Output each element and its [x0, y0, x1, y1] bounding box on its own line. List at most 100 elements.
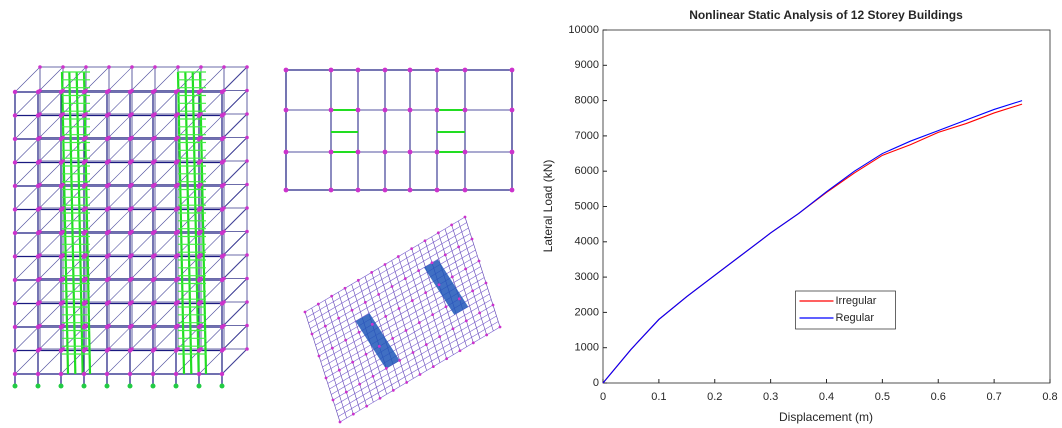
node [130, 182, 134, 187]
y-tick-label: 6000 [575, 165, 599, 177]
node [317, 354, 321, 358]
node [384, 366, 388, 370]
node [397, 307, 401, 310]
node [153, 253, 157, 257]
node [107, 112, 111, 116]
frame-member [14, 231, 41, 257]
frame-member [198, 71, 208, 375]
node [176, 88, 180, 93]
node [81, 383, 87, 389]
node [61, 253, 65, 257]
node [377, 344, 381, 348]
node [371, 374, 375, 378]
node [196, 383, 202, 389]
node [356, 278, 360, 282]
frame-member [129, 90, 156, 116]
node [245, 229, 249, 234]
structural-models [12, 65, 515, 424]
node [382, 149, 388, 155]
node [245, 182, 249, 187]
node [222, 347, 226, 351]
node [222, 253, 226, 257]
frame-member [129, 137, 156, 163]
node [245, 300, 249, 304]
frame-member [184, 71, 193, 375]
node [12, 89, 18, 95]
frame-member [308, 227, 469, 324]
node [38, 112, 42, 116]
frame-member [152, 160, 179, 187]
frame-member [320, 266, 481, 362]
node [130, 159, 134, 163]
x-tick-label: 0.7 [986, 391, 1001, 403]
node [222, 323, 226, 328]
frame-member [68, 71, 77, 375]
node [355, 187, 361, 193]
node [84, 159, 88, 163]
node [324, 376, 328, 380]
node [84, 65, 88, 69]
node [107, 206, 111, 210]
node [199, 229, 203, 234]
node [38, 347, 42, 351]
node [219, 371, 225, 377]
frame-member [315, 249, 476, 346]
node [130, 347, 134, 351]
frame-member [14, 137, 41, 163]
node [222, 182, 226, 187]
node [450, 223, 454, 227]
shear-wall [424, 259, 469, 315]
node [434, 187, 440, 193]
node [344, 390, 348, 394]
node [38, 276, 42, 281]
node [58, 383, 64, 389]
node [107, 88, 111, 93]
x-tick-label: 0.4 [819, 391, 834, 403]
frame-member [37, 278, 64, 304]
x-tick-label: 0.1 [651, 391, 666, 403]
node [12, 324, 18, 330]
node [176, 300, 180, 304]
node [245, 347, 249, 351]
node [477, 259, 481, 263]
frame-member [14, 90, 41, 116]
node [199, 347, 203, 351]
node [471, 289, 475, 293]
node [245, 276, 249, 281]
frame-member [221, 184, 248, 210]
node [337, 316, 341, 320]
node [107, 229, 111, 234]
node [444, 305, 448, 309]
node [176, 253, 180, 257]
node [176, 65, 180, 69]
y-tick-label: 2000 [575, 306, 599, 318]
node [84, 112, 88, 116]
frame-member [152, 66, 179, 93]
node [173, 383, 179, 389]
node [396, 255, 400, 258]
node [222, 206, 226, 210]
node [458, 349, 462, 353]
node [344, 338, 348, 342]
node [176, 182, 180, 187]
shear-wall [355, 313, 400, 369]
node [338, 420, 342, 424]
frame-member [14, 66, 41, 93]
node [323, 324, 327, 328]
frame-member [37, 160, 64, 187]
node [222, 65, 226, 69]
node [61, 300, 65, 304]
frame-member [106, 348, 133, 375]
frame-member [37, 348, 64, 375]
node [199, 88, 203, 93]
node [130, 253, 134, 257]
frame-member [152, 90, 179, 116]
plot-area [602, 29, 1051, 384]
x-tick-label: 0.2 [707, 391, 722, 403]
node [61, 159, 65, 163]
node [462, 67, 468, 73]
node [355, 149, 361, 155]
frame-member [37, 325, 64, 351]
node [130, 65, 134, 69]
node [199, 206, 203, 210]
